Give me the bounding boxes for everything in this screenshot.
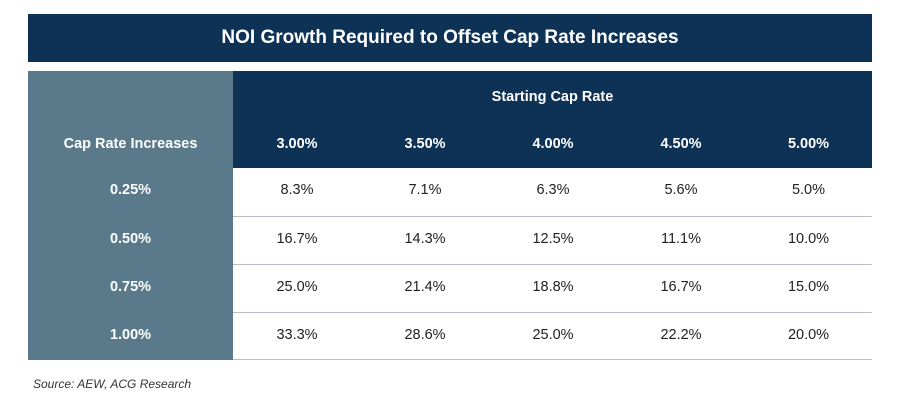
table-cell: 8.3% bbox=[280, 182, 314, 198]
row-divider bbox=[233, 264, 872, 265]
column-header: 3.00% bbox=[276, 136, 318, 152]
table-cell: 7.1% bbox=[408, 182, 442, 198]
table-cell: 20.0% bbox=[787, 327, 830, 343]
table-cell: 25.0% bbox=[532, 327, 574, 343]
table-cell: 16.7% bbox=[660, 279, 702, 295]
table-cell: 6.3% bbox=[536, 182, 570, 198]
table-cell: 12.5% bbox=[532, 231, 574, 247]
row-divider bbox=[233, 216, 872, 217]
row-label: 0.75% bbox=[109, 279, 152, 295]
table-cell: 28.6% bbox=[404, 327, 446, 343]
table-title: NOI Growth Required to Offset Cap Rate I… bbox=[28, 14, 872, 62]
row-label: 0.50% bbox=[109, 231, 152, 247]
table-cell: 5.6% bbox=[664, 182, 698, 198]
table-cell: 33.3% bbox=[276, 327, 318, 343]
column-header: 4.00% bbox=[532, 136, 574, 152]
row-divider bbox=[233, 312, 872, 313]
row-divider bbox=[233, 359, 872, 360]
row-header-cap-rate-increases: Cap Rate Increases bbox=[63, 136, 198, 152]
row-label: 1.00% bbox=[109, 327, 152, 343]
table-cell: 5.0% bbox=[791, 182, 826, 198]
column-header-block bbox=[233, 71, 872, 168]
cap-rate-table: Starting Cap Rate Cap Rate Increases 3.0… bbox=[28, 71, 872, 360]
row-header-column bbox=[28, 71, 233, 360]
table-cell: 21.4% bbox=[404, 279, 446, 295]
table-cell: 15.0% bbox=[787, 279, 830, 295]
source-note: Source: AEW, ACG Research bbox=[33, 377, 192, 391]
table-cell: 14.3% bbox=[404, 231, 446, 247]
table-cell: 10.0% bbox=[787, 231, 830, 247]
column-header: 4.50% bbox=[660, 136, 702, 152]
table-cell: 16.7% bbox=[276, 231, 318, 247]
table-cell: 18.8% bbox=[532, 279, 574, 295]
table-cell: 22.2% bbox=[660, 327, 702, 343]
table-cell: 25.0% bbox=[276, 279, 318, 295]
table-cell: 11.1% bbox=[660, 231, 702, 247]
group-header-starting-cap-rate: Starting Cap Rate bbox=[491, 89, 614, 105]
column-header: 3.50% bbox=[404, 136, 446, 152]
row-label: 0.25% bbox=[109, 182, 152, 198]
column-header: 5.00% bbox=[787, 136, 830, 152]
